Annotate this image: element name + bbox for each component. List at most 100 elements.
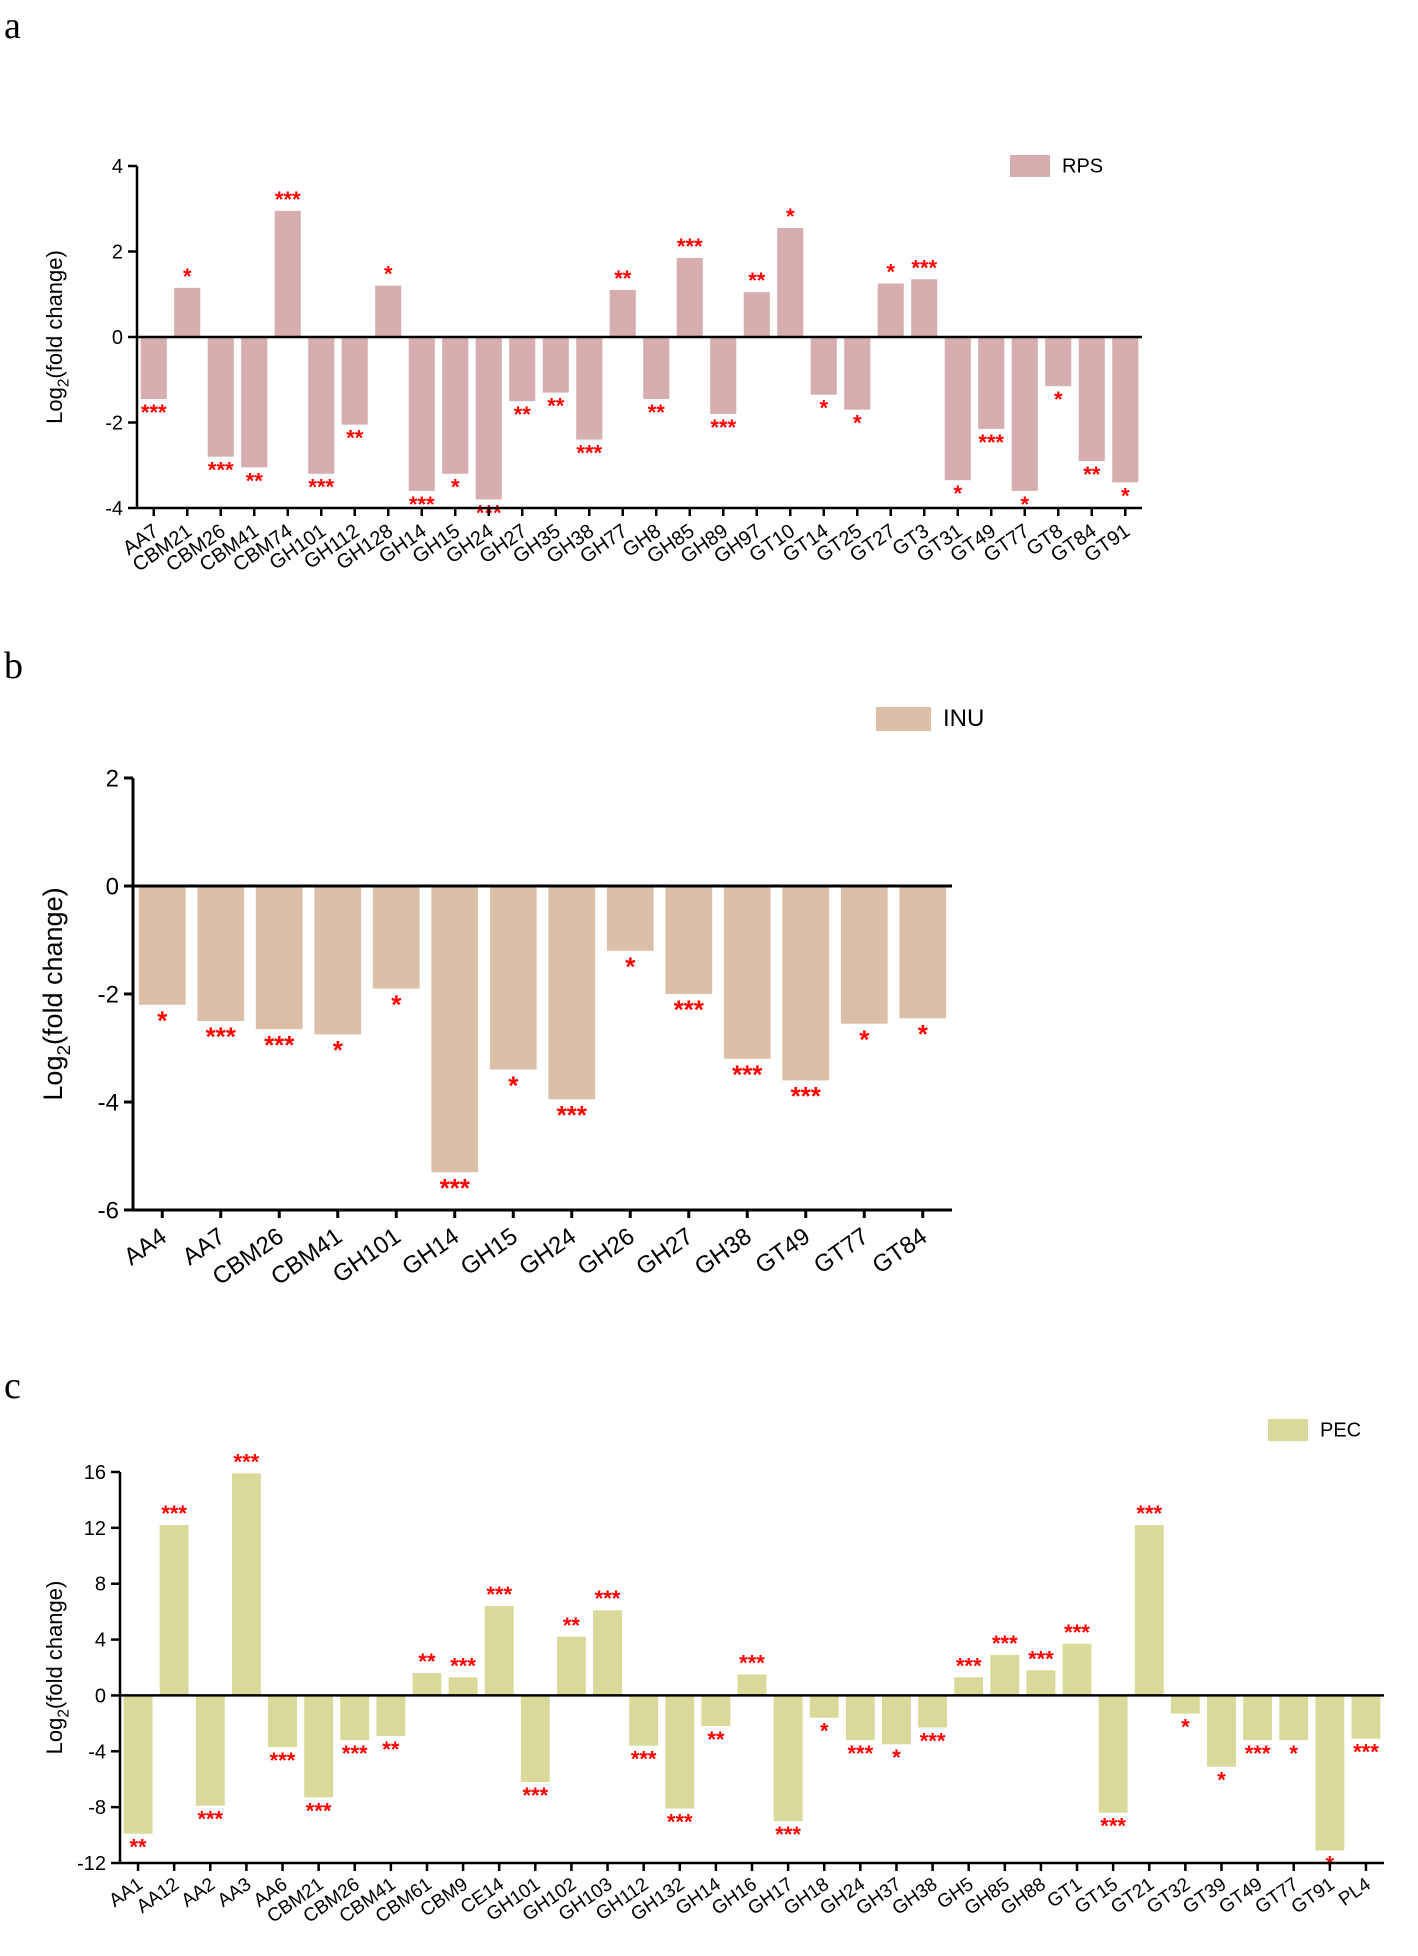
- bar: [810, 337, 837, 395]
- significance-label: ***: [576, 441, 602, 466]
- bar: [123, 1695, 153, 1834]
- y-tick-label: 0: [95, 1685, 106, 1707]
- bar: [542, 337, 569, 393]
- legend-label: PEC: [1320, 1420, 1361, 1442]
- bar: [520, 1695, 550, 1783]
- legend-label: INU: [943, 705, 984, 732]
- bar: [314, 886, 362, 1035]
- significance-label: ***: [667, 1809, 693, 1834]
- bar: [845, 1695, 875, 1741]
- significance-label: ***: [920, 1728, 946, 1753]
- y-tick-label: 2: [112, 242, 123, 264]
- bar: [710, 337, 737, 414]
- significance-label: *: [384, 262, 393, 287]
- significance-label: *: [333, 1035, 344, 1065]
- y-tick-label: 0: [112, 327, 123, 349]
- y-tick-label: 12: [84, 1518, 106, 1540]
- bar: [782, 886, 830, 1081]
- x-tick-label: GT49: [751, 1223, 816, 1280]
- bar: [629, 1695, 659, 1746]
- x-tick-label: GH24: [514, 1223, 581, 1281]
- significance-label: ***: [450, 1653, 476, 1678]
- bar: [376, 1695, 406, 1736]
- significance-label: *: [1054, 387, 1063, 412]
- bar: [1062, 1643, 1092, 1696]
- legend-swatch: [1010, 155, 1050, 177]
- y-tick-label: -8: [88, 1797, 106, 1819]
- significance-label: ***: [440, 1173, 471, 1203]
- significance-label: ***: [674, 995, 705, 1025]
- bar: [159, 1525, 189, 1696]
- significance-label: ***: [522, 1783, 548, 1808]
- bar: [844, 337, 871, 410]
- significance-label: ***: [197, 1807, 223, 1832]
- y-axis-title: Log2(fold change): [42, 250, 73, 424]
- bar: [140, 337, 167, 399]
- bar: [1351, 1695, 1381, 1739]
- significance-label: ***: [631, 1747, 657, 1772]
- x-tick-label: AA12: [133, 1874, 183, 1918]
- y-tick-label: -4: [98, 1089, 119, 1116]
- bar: [609, 289, 636, 337]
- significance-label: *: [886, 260, 895, 285]
- panel-letter: b: [4, 645, 23, 687]
- significance-label: *: [892, 1745, 901, 1770]
- significance-label: ***: [486, 1582, 512, 1607]
- y-tick-label: 16: [84, 1462, 106, 1484]
- significance-label: *: [953, 481, 962, 506]
- significance-label: *: [819, 396, 828, 421]
- significance-label: ***: [847, 1741, 873, 1766]
- bar: [723, 886, 771, 1059]
- y-tick-label: -2: [98, 981, 119, 1008]
- bar: [241, 337, 268, 468]
- x-tick-label: GT91: [1288, 1874, 1339, 1918]
- significance-label: *: [183, 264, 192, 289]
- bar: [918, 1695, 948, 1728]
- bar: [475, 337, 502, 500]
- y-tick-label: 2: [106, 765, 119, 792]
- bar: [643, 337, 670, 399]
- significance-label: *: [1289, 1741, 1298, 1766]
- panel-b: b**** *** ******************** *-6-4-202AA4…: [4, 645, 984, 1291]
- bar: [509, 337, 536, 402]
- bar: [676, 257, 703, 337]
- bar: [665, 886, 713, 994]
- bar: [548, 886, 596, 1100]
- significance-label: ***: [161, 1501, 187, 1526]
- x-tick-label: GH15: [456, 1223, 523, 1281]
- significance-label: ***: [270, 1748, 296, 1773]
- bar: [593, 1610, 622, 1696]
- y-tick-label: -2: [105, 413, 123, 435]
- bar: [954, 1677, 984, 1696]
- bar: [978, 337, 1005, 429]
- significance-label: ***: [141, 400, 167, 425]
- bar: [990, 1654, 1020, 1696]
- y-tick-label: -6: [98, 1197, 119, 1224]
- x-tick-label: GH26: [573, 1223, 640, 1281]
- bar: [372, 886, 420, 989]
- bar: [1134, 1525, 1164, 1696]
- bar: [606, 886, 654, 951]
- bar: [1243, 1695, 1273, 1741]
- bar: [207, 337, 234, 457]
- bar: [255, 886, 303, 1030]
- bar: [484, 1606, 514, 1696]
- y-tick-label: -4: [88, 1741, 106, 1763]
- bar: [341, 337, 368, 425]
- significance-label: ***: [1028, 1646, 1054, 1671]
- bar: [375, 285, 402, 337]
- significance-label: ***: [911, 255, 937, 280]
- significance-label: ***: [1136, 1501, 1162, 1526]
- bar: [274, 210, 301, 337]
- significance-label: ***: [308, 475, 334, 500]
- significance-label: ***: [791, 1081, 822, 1111]
- x-tick-label: PL4: [1335, 1874, 1375, 1911]
- bar: [1078, 337, 1105, 461]
- significance-label: ***: [956, 1653, 982, 1678]
- y-tick-label: 4: [95, 1630, 106, 1652]
- significance-label: ***: [775, 1822, 801, 1847]
- significance-label: *: [918, 1019, 929, 1049]
- legend-swatch: [876, 707, 931, 731]
- x-tick-label: AA3: [214, 1874, 255, 1912]
